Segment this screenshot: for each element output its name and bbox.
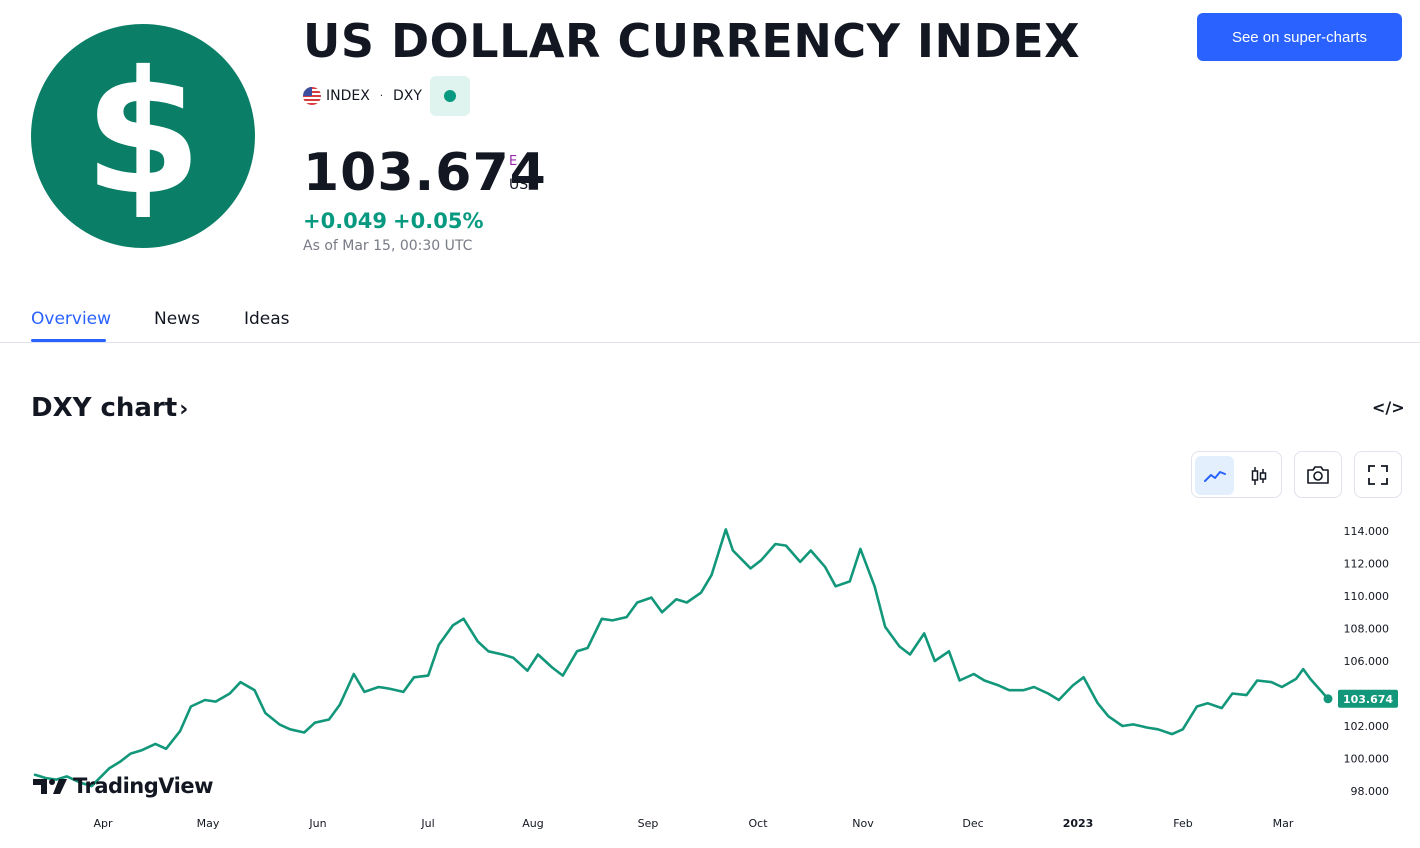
tab-overview[interactable]: Overview (31, 309, 112, 329)
tradingview-logo-icon (33, 779, 67, 794)
tab-ideas[interactable]: Ideas (244, 309, 290, 329)
camera-icon[interactable] (1294, 451, 1342, 498)
watermark-text: TradingView (73, 774, 213, 798)
chart-title-link[interactable]: DXY chart› (31, 393, 188, 423)
market-open-dot-icon (443, 90, 456, 102)
meta-separator: · (379, 90, 384, 102)
price-chart[interactable]: 114.000 112.000 110.000 108.000 106.000 102.0… (0, 500, 1420, 848)
y-tick-label: 98.000 (1351, 785, 1390, 798)
fullscreen-icon[interactable] (1354, 451, 1402, 498)
x-tick-label: Jun (308, 817, 326, 830)
y-tick-label: 100.000 (1344, 753, 1390, 766)
see-on-super-charts-button[interactable]: See on super-charts (1197, 13, 1402, 61)
x-tick-label: 2023 (1063, 817, 1094, 830)
y-tick-label: 108.000 (1344, 623, 1390, 636)
x-tick-label: May (197, 817, 220, 830)
candles-icon[interactable] (1239, 456, 1278, 495)
page-title: US DOLLAR CURRENCY INDEX (303, 14, 1081, 68)
quote-timestamp: As of Mar 15, 00:30 UTC (303, 238, 473, 254)
last-price-dot (1323, 694, 1333, 704)
change-percent: +0.05% (393, 209, 484, 233)
embed-code-icon[interactable]: </> (1372, 398, 1405, 417)
chart-title-text: DXY chart (31, 393, 178, 423)
us-flag-icon (303, 87, 321, 105)
symbol-label: DXY (393, 88, 422, 104)
x-tick-label: Nov (852, 817, 874, 830)
symbol-meta: INDEX · DXY (303, 76, 470, 116)
price-change: +0.049 +0.05% (303, 209, 483, 233)
x-tick-label: Jul (420, 817, 434, 830)
symbol-logo: $ (31, 24, 255, 248)
y-tick-label: 102.000 (1344, 720, 1390, 733)
y-tick-label: 112.000 (1344, 558, 1390, 571)
price-series-line (33, 528, 1330, 788)
line-chart-icon[interactable] (1195, 456, 1234, 495)
y-tick-label: 110.000 (1344, 590, 1390, 603)
chart-style-toggle (1191, 451, 1282, 498)
y-tick-label: 114.000 (1344, 525, 1390, 538)
market-status-badge[interactable] (429, 76, 470, 116)
price-flag: E (509, 154, 518, 169)
x-tick-label: Dec (962, 817, 983, 830)
x-tick-label: Sep (638, 817, 659, 830)
x-tick-label: Oct (748, 817, 768, 830)
x-tick-label: Aug (522, 817, 543, 830)
exchange-label: INDEX (326, 88, 370, 104)
last-price-label-text: 103.674 (1343, 693, 1393, 706)
tab-news[interactable]: News (154, 309, 200, 329)
last-price: 103.674 (303, 143, 547, 203)
x-tick-label: Mar (1273, 817, 1294, 830)
chevron-right-icon: › (179, 397, 189, 422)
last-price-label: 103.674 (1338, 689, 1398, 708)
price-currency: USD (509, 177, 539, 193)
tradingview-watermark: TradingView (33, 774, 213, 798)
y-tick-label: 106.000 (1344, 655, 1390, 668)
tab-bar: Overview News Ideas (0, 300, 1420, 343)
x-tick-label: Apr (93, 817, 113, 830)
dollar-sign-icon: $ (83, 35, 203, 233)
change-absolute: +0.049 (303, 209, 388, 233)
active-tab-indicator (31, 339, 106, 342)
x-tick-label: Feb (1173, 817, 1192, 830)
